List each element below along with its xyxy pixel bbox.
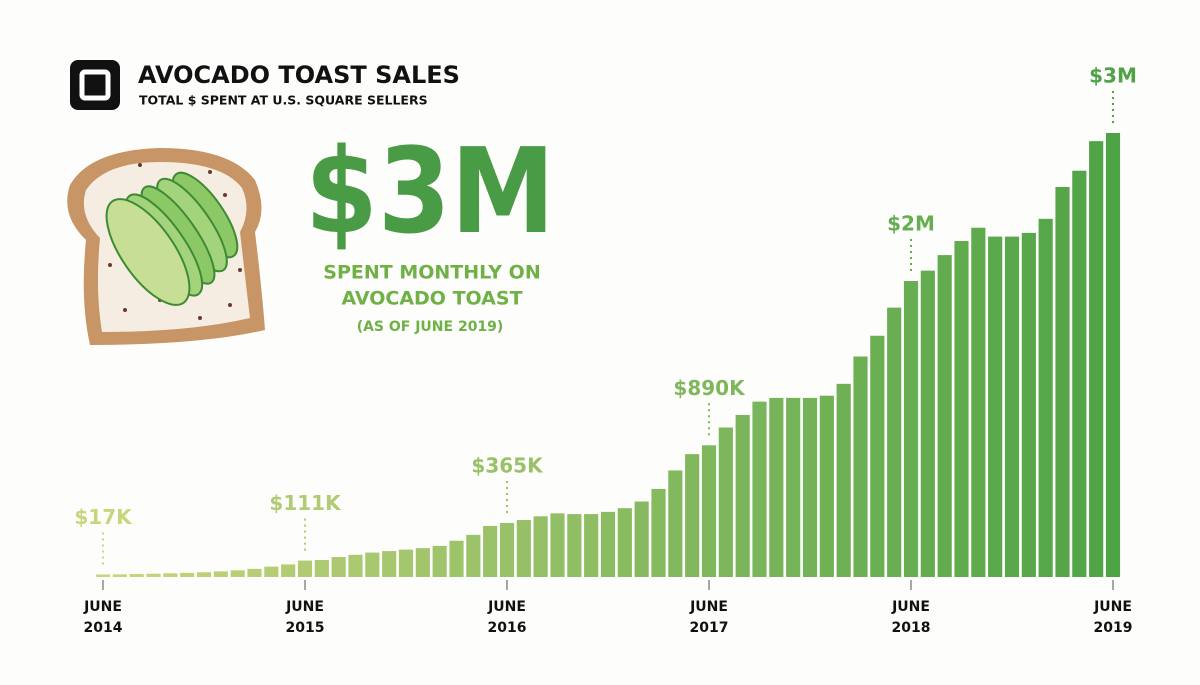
bar (903, 281, 919, 577)
bar (247, 568, 262, 577)
bar (752, 401, 767, 577)
data-label: $111K (269, 491, 342, 515)
x-tick-label: JUNE 2014 (83, 599, 123, 636)
bar (988, 236, 1003, 577)
bar (1004, 236, 1020, 577)
bar (954, 241, 969, 578)
bar (920, 270, 935, 577)
bar (651, 488, 666, 577)
bar (668, 470, 683, 577)
bar (382, 551, 397, 577)
bar (180, 572, 195, 577)
bar (398, 549, 414, 577)
bar (550, 513, 565, 577)
bar (836, 383, 851, 577)
bar (348, 554, 363, 577)
subtitle: TOTAL $ SPENT AT U.S. SQUARE SELLERS (139, 93, 428, 108)
bar (735, 414, 750, 577)
x-tick-label: JUNE 2018 (891, 599, 931, 636)
x-tick-label: JUNE 2016 (487, 599, 527, 636)
bar (634, 501, 649, 577)
bar (567, 514, 582, 577)
bar (1038, 218, 1053, 577)
bar (533, 516, 548, 577)
bar (466, 534, 481, 577)
bar (483, 525, 498, 577)
bar (1055, 187, 1070, 577)
bar (802, 397, 818, 577)
bar (365, 552, 380, 577)
bar (112, 574, 127, 577)
bar (281, 564, 296, 577)
bar (819, 395, 834, 577)
bar (499, 522, 515, 577)
bar (600, 511, 616, 577)
bar (870, 335, 885, 577)
callout-text: AVOCADO TOAST (341, 288, 522, 310)
bar (95, 574, 111, 577)
x-tick-label: JUNE 2017 (689, 599, 729, 636)
bar (146, 573, 161, 577)
bar (887, 307, 902, 577)
bar (701, 445, 717, 577)
bar (971, 227, 986, 577)
bar (769, 397, 784, 577)
bar (415, 548, 430, 577)
data-label: $17K (74, 505, 133, 529)
bar (297, 560, 313, 577)
logo (70, 60, 120, 110)
callout-value: $3M (305, 122, 555, 260)
bar (1089, 141, 1104, 577)
data-label: $3M (1089, 64, 1137, 88)
callout-note: (AS OF JUNE 2019) (357, 319, 504, 335)
x-tick-label: JUNE 2019 (1093, 599, 1133, 636)
bar (129, 574, 144, 577)
callout-text: SPENT MONTHLY ON (323, 262, 540, 284)
bar (1072, 170, 1087, 578)
bar (230, 570, 245, 577)
data-label: $2M (887, 212, 935, 236)
bar (196, 572, 212, 577)
bar (264, 566, 279, 577)
bar (1105, 133, 1121, 577)
bar (331, 557, 346, 577)
title: AVOCADO TOAST SALES (138, 61, 460, 89)
bar (213, 571, 228, 577)
bar (853, 356, 868, 577)
bar (314, 559, 329, 577)
bar (1021, 232, 1036, 577)
bar (617, 508, 632, 577)
bar (937, 255, 952, 577)
data-label: $365K (471, 453, 544, 477)
toast-illustration (67, 148, 265, 345)
bar (432, 545, 447, 577)
x-tick-label: JUNE 2015 (285, 599, 325, 636)
bar (584, 514, 599, 577)
bar (685, 454, 700, 577)
bar (449, 540, 464, 577)
bar (516, 520, 531, 577)
bar (163, 573, 178, 577)
bar (718, 427, 733, 577)
bar (786, 397, 801, 577)
data-label: $890K (673, 376, 746, 400)
